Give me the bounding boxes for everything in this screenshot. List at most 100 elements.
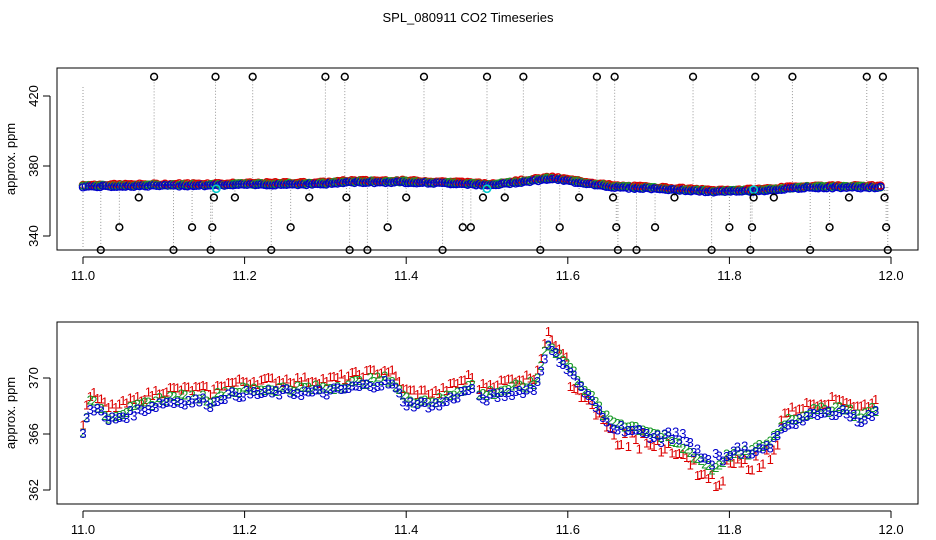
series-1: 1111111111111111111111111111111111111111… (79, 324, 879, 494)
series-2-point: 2 (410, 395, 417, 410)
series-1-point: 1 (501, 373, 508, 388)
series-3-point: 3 (298, 388, 305, 403)
series-2-point: 2 (494, 385, 501, 400)
bottom-x-tick-label: 11.4 (394, 522, 418, 537)
series-1-point: 1 (236, 372, 243, 387)
series-1-point: 1 (774, 438, 781, 453)
series-3-point: 3 (559, 357, 566, 372)
series-3-point: 3 (730, 444, 737, 459)
series-2-point: 2 (708, 463, 715, 478)
series-1-point: 1 (752, 448, 759, 463)
series-3-point: 3 (254, 387, 261, 402)
series-3-point: 3 (276, 388, 283, 403)
series-2-point: 2 (719, 455, 726, 470)
series-1-point: 1 (556, 342, 563, 357)
series-3-point: 3 (483, 393, 490, 408)
series-1-point: 1 (661, 442, 668, 457)
series-1-point: 1 (363, 363, 370, 378)
series-2-point: 2 (588, 388, 595, 403)
series-1-point: 1 (319, 371, 326, 386)
series-2-point: 2 (505, 382, 512, 397)
series-1-point: 1 (439, 380, 446, 395)
series-3-point: 3 (592, 400, 599, 415)
series-3-point: 3 (508, 388, 515, 403)
series-2-point: 2 (690, 450, 697, 465)
series-3-point: 3 (439, 394, 446, 409)
series-2-point: 2 (828, 403, 835, 418)
series-2-point: 2 (847, 402, 854, 417)
series-3-point: 3 (341, 382, 348, 397)
top-x-tick-label: 11.2 (232, 268, 256, 283)
outlier-point (402, 193, 411, 202)
outlier-point (519, 72, 528, 81)
series-2-point: 2 (668, 434, 675, 449)
series-3-point: 3 (581, 386, 588, 401)
series-1-point: 1 (625, 439, 632, 454)
series-2-point: 2 (839, 403, 846, 418)
series-3-point: 3 (461, 384, 468, 399)
series-1-point: 1 (138, 393, 145, 408)
series-2-point: 2 (745, 448, 752, 463)
series-3-point: 3 (159, 397, 166, 412)
series-1-point: 1 (370, 363, 377, 378)
series-3-point: 3 (537, 363, 544, 378)
series-3-point: 3 (319, 386, 326, 401)
series-2-point: 2 (79, 426, 86, 441)
series-1-point: 1 (570, 381, 577, 396)
outlier-point (383, 223, 392, 232)
series-3-point: 3 (210, 394, 217, 409)
series-2-point: 2 (203, 394, 210, 409)
series-1-point: 1 (650, 439, 657, 454)
series-1-point: 1 (828, 389, 835, 404)
series-3-point: 3 (261, 385, 268, 400)
series-1-point: 1 (708, 467, 715, 482)
series-2-point: 2 (687, 445, 694, 460)
series-3-point: 3 (283, 382, 290, 397)
series-1-point: 1 (523, 367, 530, 382)
series-1-point: 1 (763, 443, 770, 458)
series-1-point: 1 (203, 379, 210, 394)
series-2-point: 2 (185, 393, 192, 408)
series-1-point: 1 (436, 386, 443, 401)
series-2-point: 2 (519, 380, 526, 395)
series-2-point: 2 (323, 381, 330, 396)
series-2-point: 2 (381, 369, 388, 384)
series-1-point: 1 (788, 400, 795, 415)
series-2-point: 2 (374, 369, 381, 384)
series-3-point: 3 (596, 402, 603, 417)
series-3-point: 3 (494, 390, 501, 405)
series-1-point: 1 (283, 372, 290, 387)
series-3-point: 3 (574, 376, 581, 391)
series-2-point: 2 (348, 374, 355, 389)
series-3-point: 3 (447, 390, 454, 405)
series-2-point: 2 (581, 383, 588, 398)
series-1-point: 1 (716, 477, 723, 492)
series-3-point: 3 (745, 446, 752, 461)
series-2-point: 2 (534, 370, 541, 385)
series-2-point: 2 (628, 419, 635, 434)
outlier-point (96, 245, 105, 255)
series-2-point: 2 (454, 385, 461, 400)
series-1-point: 1 (265, 370, 272, 385)
series-2-point: 2 (283, 381, 290, 396)
outlier-point (612, 223, 621, 232)
series-2-point: 2 (872, 404, 879, 419)
series-2-point: 2 (232, 385, 239, 400)
series-1-point: 1 (261, 371, 268, 386)
series-1-point: 1 (225, 375, 232, 390)
series-3-point: 3 (108, 410, 115, 425)
series-2-point: 2 (167, 389, 174, 404)
bottom-x-tick-label: 11.6 (556, 522, 580, 537)
series-1-point: 1 (301, 369, 308, 384)
series-2-point: 2 (552, 346, 559, 361)
series-3-point: 3 (621, 425, 628, 440)
series-3-point: 3 (777, 422, 784, 437)
series-3-point: 3 (239, 390, 246, 405)
series-2-point: 2 (723, 447, 730, 462)
top-y-tick-label: 420 (26, 85, 41, 107)
outlier-point (169, 245, 178, 255)
series-1-point: 1 (552, 338, 559, 353)
series-1-point: 1 (156, 387, 163, 402)
series-2-point: 2 (865, 404, 872, 419)
series-1-point: 1 (857, 399, 864, 414)
